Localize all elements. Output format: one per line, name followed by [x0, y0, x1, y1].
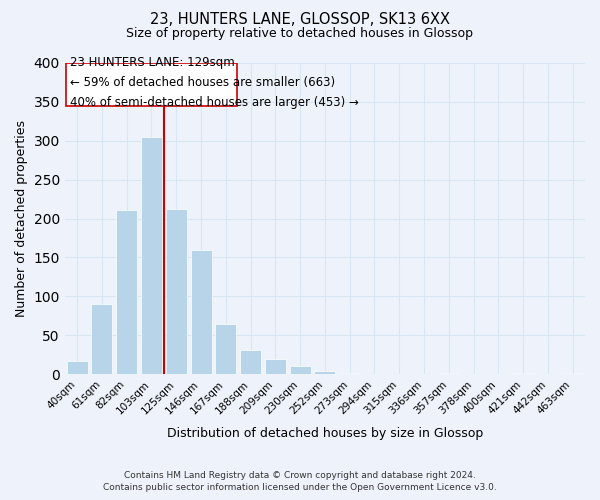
- Bar: [240, 350, 261, 374]
- Bar: [116, 210, 137, 374]
- Text: Size of property relative to detached houses in Glossop: Size of property relative to detached ho…: [127, 28, 473, 40]
- Bar: [166, 209, 187, 374]
- Bar: [314, 371, 335, 374]
- Text: 23 HUNTERS LANE: 129sqm
← 59% of detached houses are smaller (663)
40% of semi-d: 23 HUNTERS LANE: 129sqm ← 59% of detache…: [70, 56, 359, 110]
- Bar: [141, 137, 162, 374]
- Bar: [66, 63, 237, 106]
- Bar: [191, 250, 212, 374]
- Bar: [67, 361, 88, 374]
- Text: 23, HUNTERS LANE, GLOSSOP, SK13 6XX: 23, HUNTERS LANE, GLOSSOP, SK13 6XX: [150, 12, 450, 28]
- X-axis label: Distribution of detached houses by size in Glossop: Distribution of detached houses by size …: [167, 427, 483, 440]
- Bar: [562, 372, 583, 374]
- Text: Contains HM Land Registry data © Crown copyright and database right 2024.
Contai: Contains HM Land Registry data © Crown c…: [103, 471, 497, 492]
- Bar: [290, 366, 311, 374]
- Y-axis label: Number of detached properties: Number of detached properties: [15, 120, 28, 317]
- Bar: [91, 304, 112, 374]
- Bar: [215, 324, 236, 374]
- Bar: [438, 372, 459, 374]
- Bar: [265, 358, 286, 374]
